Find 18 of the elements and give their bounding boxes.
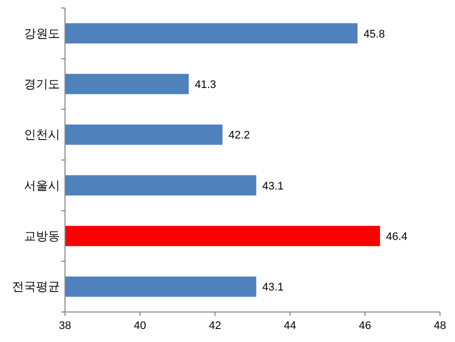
x-tick-label: 46 [358,320,372,332]
data-label: 43.1 [262,282,284,294]
x-tick-label: 42 [208,320,222,332]
y-tick-label: 전국평균 [12,280,60,294]
x-tick-label: 40 [134,320,146,332]
y-tick-label: 강원도 [24,26,60,40]
data-label: 45.8 [364,28,385,40]
y-tick-label: 서울시 [24,178,60,192]
x-tick-label: 38 [58,320,72,332]
data-label: 46.4 [386,231,408,243]
y-tick-label: 인천시 [24,128,60,142]
data-label: 43.1 [262,180,284,192]
data-label: 42.2 [228,130,250,142]
x-tick-label: 44 [284,320,296,332]
y-tick-label: 교방동 [24,229,60,243]
data-label: 41.3 [194,79,216,91]
x-tick-label: 48 [434,320,446,332]
y-tick-label: 경기도 [24,77,60,91]
